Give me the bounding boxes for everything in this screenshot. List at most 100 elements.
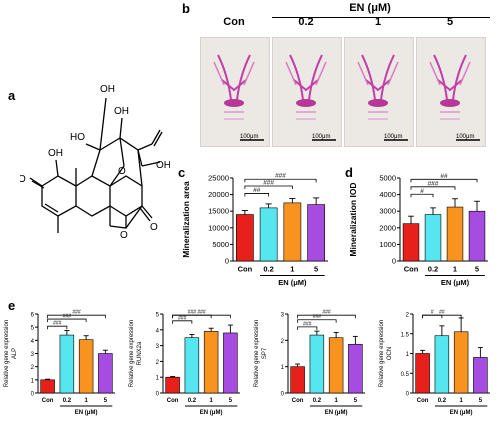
y-axis-label: Mineralization area: [181, 181, 191, 258]
bar-Con: [236, 214, 254, 262]
bar-1: [328, 337, 344, 394]
sig-label: ###: [197, 310, 206, 316]
bar-Con: [40, 379, 55, 394]
sig-label: ###: [72, 310, 81, 316]
x-tick-label: 1: [453, 265, 457, 274]
sig-bracket: [410, 186, 456, 190]
y-tick-label: 1: [31, 378, 35, 384]
svg-text:O: O: [150, 222, 158, 233]
sig-label: ###: [303, 321, 312, 327]
x-axis-label: EN (μM): [278, 278, 307, 287]
scale-bar-con: 100μm: [240, 134, 259, 140]
bar-Con: [290, 366, 305, 394]
x-tick-label: Con: [238, 265, 253, 274]
sig-label: #: [420, 188, 424, 195]
x-tick-label: 1: [84, 398, 88, 404]
sig-label: ###: [275, 173, 286, 180]
x-axis-label: EN (μM): [441, 278, 470, 287]
sig-label: ###: [428, 180, 439, 187]
y-tick-label: 3: [156, 344, 160, 350]
larva-image-1: [344, 37, 414, 147]
x-tick-label: Con: [42, 398, 54, 404]
sig-bracket: [422, 314, 462, 319]
y-tick-label: 0: [225, 257, 229, 266]
bar-1: [446, 206, 464, 262]
chart-ocn: 0 0.5 1 1.5 2 Relative gene expression OCN Con 0…: [379, 310, 490, 416]
sig-label: ###: [188, 310, 197, 316]
sig-bracket: [244, 193, 270, 197]
sig-bracket: [244, 185, 293, 189]
y-tick-label: 0.5: [401, 372, 410, 378]
chart-alp: 0 1 2 3 4 5 6 Relative gene expression ALP Con 0.2…: [4, 310, 115, 416]
y-tick-label: 1: [156, 376, 160, 382]
svg-text:OH: OH: [48, 148, 63, 159]
y-tick-label: 15000: [208, 207, 229, 216]
y-axis-label-gene: SP7: [262, 347, 268, 359]
chart-runx2a: 0 1 2 3 4 5 Relative gene expression RUNX2a Con 0…: [129, 310, 240, 416]
bar-5: [348, 343, 363, 394]
bar-0.2: [184, 337, 200, 394]
larva-image-5: [416, 37, 486, 147]
panel-b-col-label-5: 5: [446, 16, 454, 28]
chemical-structure: O OH HO OH OH O OH O O: [20, 84, 170, 241]
x-tick-label: 5: [229, 398, 233, 404]
y-tick-label: 0: [406, 392, 410, 398]
x-tick-label: 0.2: [313, 398, 322, 404]
sig-label: #: [431, 310, 434, 316]
bar-1: [78, 339, 94, 394]
panel-label-e: e: [8, 298, 16, 313]
svg-text:O: O: [120, 230, 128, 241]
svg-text:OH: OH: [100, 84, 115, 95]
y-tick-label: 5: [31, 326, 35, 332]
y-tick-label: 2: [406, 313, 410, 319]
bar-5: [98, 353, 113, 394]
y-tick-label: 5000: [212, 240, 229, 249]
panel-label-c: c: [178, 165, 186, 180]
sig-label: ##: [439, 310, 445, 316]
bar-0.2: [424, 214, 442, 262]
sig-label: ##: [440, 173, 448, 180]
sig-bracket: [47, 318, 87, 323]
y-tick-label: 5000: [379, 174, 396, 183]
y-tick-label: 2: [156, 360, 160, 366]
panel-b-col-label-1: 1: [374, 16, 382, 28]
bar-5: [468, 210, 486, 262]
y-axis-label-gene: OCN: [387, 347, 393, 360]
x-tick-label: 0.2: [263, 265, 273, 274]
sig-bracket: [410, 178, 478, 183]
panel-label-a: a: [8, 88, 16, 103]
panel-b-group-line: [272, 17, 490, 18]
svg-text:O: O: [118, 166, 126, 177]
y-tick-label: 0: [156, 392, 160, 398]
bar-5: [223, 332, 238, 394]
x-tick-label: Con: [404, 265, 419, 274]
x-axis-label: EN (μM): [200, 410, 223, 416]
x-tick-label: 5: [354, 398, 358, 404]
y-axis-label: Relative gene expression: [379, 320, 385, 387]
y-tick-label: 2: [281, 339, 285, 345]
bar-Con: [165, 376, 180, 394]
scale-bar-5: 100μm: [456, 134, 475, 140]
svg-text:OH: OH: [114, 106, 129, 117]
y-axis-label: Mineralization IOD: [348, 182, 358, 256]
y-tick-label: 0: [392, 257, 396, 266]
y-tick-label: 2000: [379, 223, 396, 232]
chart-mineralization-area: 0 5000 10000 15000 20000 25000 Mineralization …: [181, 173, 328, 287]
x-tick-label: 0.2: [438, 398, 447, 404]
bar-0.2: [259, 207, 278, 262]
y-tick-label: 3000: [379, 207, 396, 216]
y-tick-label: 5: [156, 313, 160, 319]
bar-5: [473, 357, 488, 394]
larva-image-con: [200, 37, 270, 147]
sig-label: ###: [63, 314, 72, 320]
y-tick-label: 0: [31, 392, 35, 398]
sig-bracket: [297, 314, 356, 319]
y-tick-label: 25000: [208, 174, 229, 183]
sig-label: ###: [178, 315, 187, 321]
x-tick-label: Con: [292, 398, 304, 404]
y-tick-label: 6: [31, 313, 35, 319]
x-axis-label: EN (μM): [75, 410, 98, 416]
sig-bracket: [244, 178, 317, 183]
y-tick-label: 1: [406, 352, 410, 358]
bar-1: [203, 331, 219, 394]
